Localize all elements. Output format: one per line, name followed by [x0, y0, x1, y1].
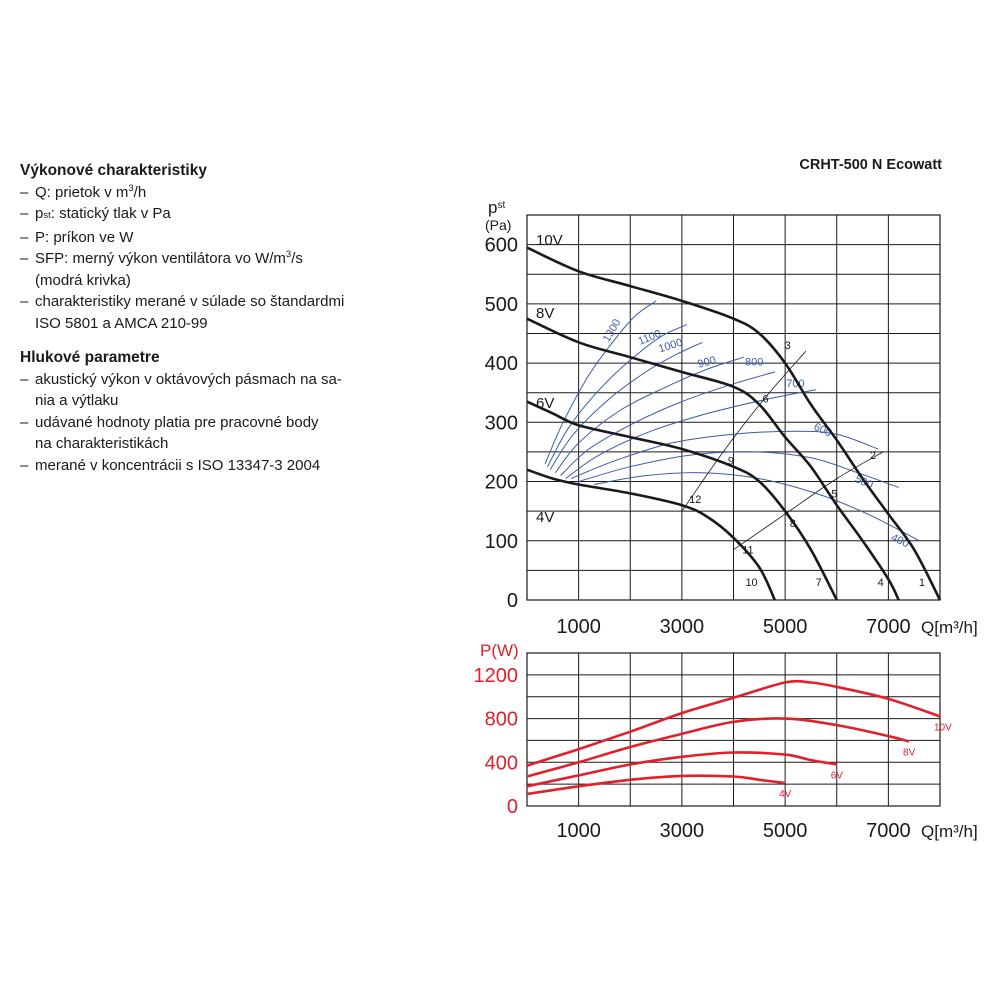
operating-point-label: 8: [790, 518, 796, 530]
sfp-curve: [544, 300, 657, 464]
fan-curve-label: 4V: [536, 509, 554, 526]
power-curve-8v: [526, 717, 910, 778]
y-tick-label: 500: [485, 294, 518, 316]
operating-point-label: 1: [919, 577, 925, 589]
y-tick-label: 0: [507, 796, 518, 818]
operating-point-label: 10: [745, 577, 757, 589]
fan-curve-4v: [526, 468, 776, 601]
x-tick-label: 5000: [763, 616, 808, 638]
y-tick-label: 1200: [474, 665, 519, 687]
noise-item-iso: merané v koncentrácii s ISO 13347-3 2004: [20, 455, 400, 477]
power-curve-4v: [526, 774, 786, 796]
operating-point-label: 6: [762, 394, 768, 406]
x-tick-label: 1000: [556, 616, 601, 638]
y-axis-label: pst: [488, 198, 505, 217]
chart-title: CRHT-500 N Ecowatt: [799, 157, 942, 173]
system-resistance-line: [681, 350, 807, 512]
y-tick-label: 0: [507, 590, 518, 612]
operating-point-label: 5: [831, 488, 837, 500]
x-axis-label: Q[m³/h]: [921, 618, 978, 637]
y-tick-label: 300: [485, 412, 518, 434]
info-panel: Výkonové charakteristiky Q: prietok v m3…: [20, 160, 400, 489]
y-axis-label: P(W): [480, 641, 519, 660]
fan-curve-10v: [526, 246, 942, 601]
sfp-curve: [565, 389, 817, 480]
fan-curve-label: 8V: [536, 305, 554, 322]
x-tick-label: 1000: [556, 820, 601, 842]
fan-curve-8v: [526, 317, 900, 601]
x-tick-label: 3000: [660, 616, 705, 638]
noise-item-octave: akustický výkon v oktávových pásmach na …: [20, 369, 400, 412]
plot-frame: [526, 214, 941, 601]
y-axis-unit: (Pa): [485, 217, 511, 233]
system-resistance-line: [733, 451, 884, 551]
sfp-curve: [594, 472, 920, 542]
y-tick-label: 100: [485, 531, 518, 553]
sfp-curve-label: 800: [745, 356, 763, 368]
performance-item-standards: charakteristiky merané v súlade so štand…: [20, 291, 400, 334]
operating-point-label: 3: [785, 340, 791, 352]
performance-item-q: Q: prietok v m3/h: [20, 182, 400, 204]
operating-point-label: 7: [816, 577, 822, 589]
performance-item-pst: pst: statický tlak v Pa: [20, 203, 400, 227]
sfp-curve-label: 900: [696, 354, 717, 370]
power-curve-label: 8V: [903, 748, 916, 759]
performance-item-sfp: SFP: merný výkon ventilátora vo W/m3/s(m…: [20, 248, 400, 291]
operating-point-label: 9: [728, 456, 734, 468]
operating-point-label: 2: [870, 450, 876, 462]
y-tick-label: 600: [485, 235, 518, 257]
performance-heading: Výkonové charakteristiky: [20, 162, 207, 179]
sfp-curve: [570, 430, 879, 480]
operating-point-label: 12: [689, 494, 701, 506]
power-curve-label: 6V: [831, 770, 844, 781]
power-curve-label: 10V: [934, 722, 952, 733]
operating-point-label: 4: [878, 577, 884, 589]
fan-curve-6v: [526, 400, 838, 601]
x-tick-label: 3000: [660, 820, 705, 842]
sfp-curve: [549, 341, 703, 470]
power-curve-10v: [526, 679, 941, 767]
x-tick-label: 7000: [866, 616, 911, 638]
sfp-curve: [555, 356, 744, 474]
noise-item-operating: udávané hodnoty platia pre pracovné body…: [20, 412, 400, 455]
sfp-curve: [560, 371, 775, 476]
power-chart: 0 400 800 1200 1000 3000 5000 7000 Q[m³/h] P(W) 10…: [474, 641, 978, 842]
plot-frame: [526, 652, 941, 807]
noise-heading: Hlukové parametre: [20, 349, 160, 366]
noise-list: akustický výkon v oktávových pásmach na …: [20, 369, 400, 477]
y-tick-label: 800: [485, 709, 518, 731]
fan-curve-label: 6V: [536, 395, 554, 412]
sfp-curve: [547, 324, 688, 467]
x-tick-label: 7000: [866, 820, 911, 842]
power-curve-6v: [526, 751, 838, 788]
operating-point-label: 11: [742, 545, 753, 557]
x-axis-label: Q[m³/h]: [921, 822, 978, 841]
y-tick-label: 400: [485, 752, 518, 774]
x-tick-label: 5000: [763, 820, 808, 842]
pressure-chart: 0 100 200 300 400 500 600 1000 3000 5000 7000 Q[m³/…: [485, 198, 978, 638]
fan-curve-label: 10V: [536, 232, 563, 249]
y-tick-label: 400: [485, 353, 518, 375]
performance-item-p: P: príkon ve W: [20, 227, 400, 249]
power-curve-label: 4V: [779, 789, 792, 800]
sfp-curve-label: 1300: [601, 317, 624, 344]
y-tick-label: 200: [485, 472, 518, 494]
performance-list: Q: prietok v m3/h pst: statický tlak v P…: [20, 182, 400, 335]
